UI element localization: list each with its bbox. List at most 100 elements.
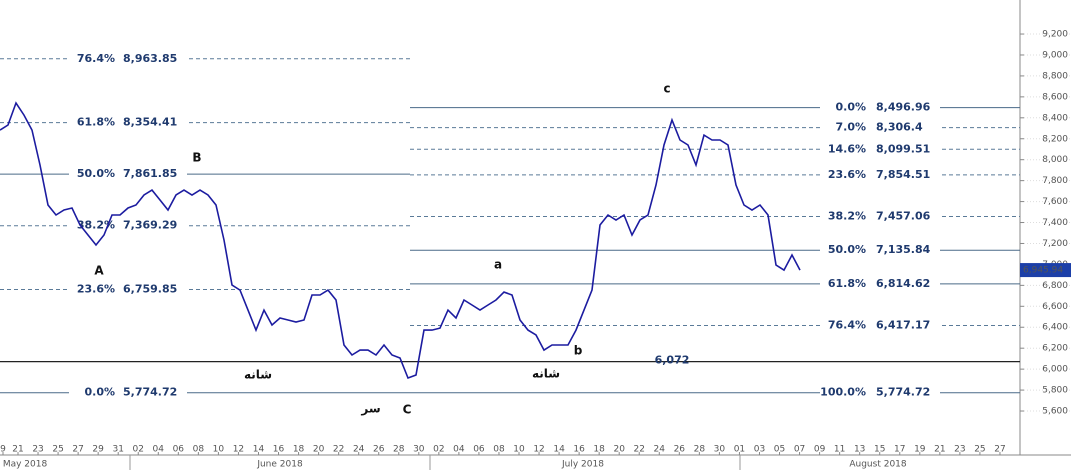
y-tick-label: 6,200 (1042, 344, 1068, 354)
x-tick-label: 01 (734, 445, 745, 455)
x-tick-label: 24 (353, 445, 365, 455)
support-label: 6,072 (655, 354, 690, 367)
wave-label: B (192, 151, 201, 165)
x-tick-label: 22 (333, 445, 344, 455)
last-price-box (1020, 263, 1071, 278)
x-tick-label: 03 (754, 445, 765, 455)
fib-percent: 61.8% (77, 116, 115, 129)
x-tick-label: 19 (914, 445, 926, 455)
x-tick-label: 18 (293, 445, 305, 455)
fib-percent: 7.0% (835, 121, 866, 134)
price-line (0, 101, 801, 380)
fib-value: 8,306.4 (876, 121, 923, 134)
y-tick-label: 6,800 (1042, 281, 1068, 291)
y-tick-label: 8,800 (1042, 71, 1068, 81)
wave-label: شانه (244, 368, 272, 382)
fib-value: 5,774.72 (123, 386, 177, 399)
x-tick-label: 02 (133, 445, 144, 455)
x-tick-label: 23 (954, 445, 965, 455)
x-tick-label: 21 (12, 445, 23, 455)
month-label: August 2018 (849, 460, 907, 470)
fib-label-bg (820, 385, 940, 400)
fib-value: 6,759.85 (123, 283, 177, 296)
y-tick-label: 7,800 (1042, 176, 1068, 186)
y-tick-label: 5,600 (1042, 407, 1068, 417)
fib-value: 8,354.41 (123, 116, 177, 129)
x-tick-label: 06 (473, 445, 485, 455)
x-tick-label: 16 (573, 445, 585, 455)
x-tick-label: 23 (32, 445, 43, 455)
wave-label: A (94, 264, 104, 278)
x-tick-label: 9 (0, 445, 6, 455)
fib-percent: 50.0% (828, 243, 866, 256)
fib-percent: 50.0% (77, 167, 115, 180)
x-tick-label: 30 (413, 445, 425, 455)
x-tick-label: 20 (313, 445, 325, 455)
fib-percent: 38.2% (77, 219, 115, 232)
x-tick-label: 08 (193, 445, 205, 455)
x-tick-label: 24 (654, 445, 666, 455)
x-tick-label: 02 (433, 445, 444, 455)
x-tick-label: 31 (112, 445, 123, 455)
x-tick-label: 08 (493, 445, 505, 455)
fib-label-bg (820, 100, 940, 115)
fib-label-bg (820, 209, 940, 224)
x-tick-label: 25 (974, 445, 985, 455)
fib-value: 8,099.51 (876, 142, 930, 155)
fib-value: 7,854.51 (876, 168, 930, 181)
y-tick-label: 6,000 (1042, 365, 1068, 375)
fib-label-bg (69, 385, 187, 400)
fib-label-bg (69, 115, 187, 130)
wave-label: C (403, 403, 412, 417)
x-tick-label: 07 (794, 445, 805, 455)
y-tick-label: 7,400 (1042, 218, 1068, 228)
fib-value: 6,814.62 (876, 277, 930, 290)
fib-label-bg (820, 276, 940, 291)
wave-label: a (494, 258, 502, 272)
fib-value: 6,417.17 (876, 318, 930, 331)
fib-value: 7,861.85 (123, 167, 177, 180)
y-tick-label: 8,400 (1042, 113, 1068, 123)
y-tick-label: 7,200 (1042, 239, 1068, 249)
x-tick-label: 22 (634, 445, 645, 455)
x-tick-label: 25 (52, 445, 63, 455)
x-tick-label: 20 (613, 445, 625, 455)
x-tick-label: 26 (373, 445, 385, 455)
x-tick-label: 30 (714, 445, 726, 455)
fib-percent: 0.0% (835, 101, 866, 114)
x-tick-label: 05 (774, 445, 785, 455)
fib-label-bg (820, 318, 940, 333)
fib-percent: 23.6% (77, 283, 115, 296)
y-tick-label: 6,600 (1042, 302, 1068, 312)
fib-percent: 76.4% (828, 318, 866, 331)
x-tick-label: 06 (173, 445, 185, 455)
x-tick-label: 04 (153, 445, 165, 455)
x-tick-label: 27 (994, 445, 1005, 455)
x-tick-label: 26 (674, 445, 686, 455)
y-tick-label: 9,000 (1042, 50, 1068, 60)
wave-label: b (574, 344, 583, 358)
month-label: July 2018 (561, 460, 604, 470)
x-tick-label: 16 (273, 445, 285, 455)
fib-percent: 0.0% (84, 386, 115, 399)
x-tick-label: 27 (72, 445, 83, 455)
x-tick-label: 04 (453, 445, 465, 455)
fib-percent: 100.0% (820, 386, 866, 399)
fib-value: 8,496.96 (876, 101, 931, 114)
fib-percent: 23.6% (828, 168, 866, 181)
fib-percent: 38.2% (828, 210, 866, 223)
fib-label-bg (69, 218, 187, 233)
x-tick-label: 10 (213, 445, 225, 455)
last-price-label: 6,945.94 (1023, 266, 1063, 276)
y-tick-label: 8,600 (1042, 92, 1068, 102)
x-tick-label: 29 (92, 445, 104, 455)
x-tick-label: 15 (874, 445, 885, 455)
x-tick-label: 14 (253, 445, 265, 455)
fib-value: 7,135.84 (876, 243, 931, 256)
y-tick-label: 5,800 (1042, 386, 1068, 396)
y-tick-label: 9,200 (1042, 30, 1068, 40)
fib-label-bg (69, 51, 187, 66)
fib-value: 8,963.85 (123, 52, 177, 65)
y-tick-label: 8,200 (1042, 134, 1068, 144)
y-tick-label: 7,600 (1042, 197, 1068, 207)
